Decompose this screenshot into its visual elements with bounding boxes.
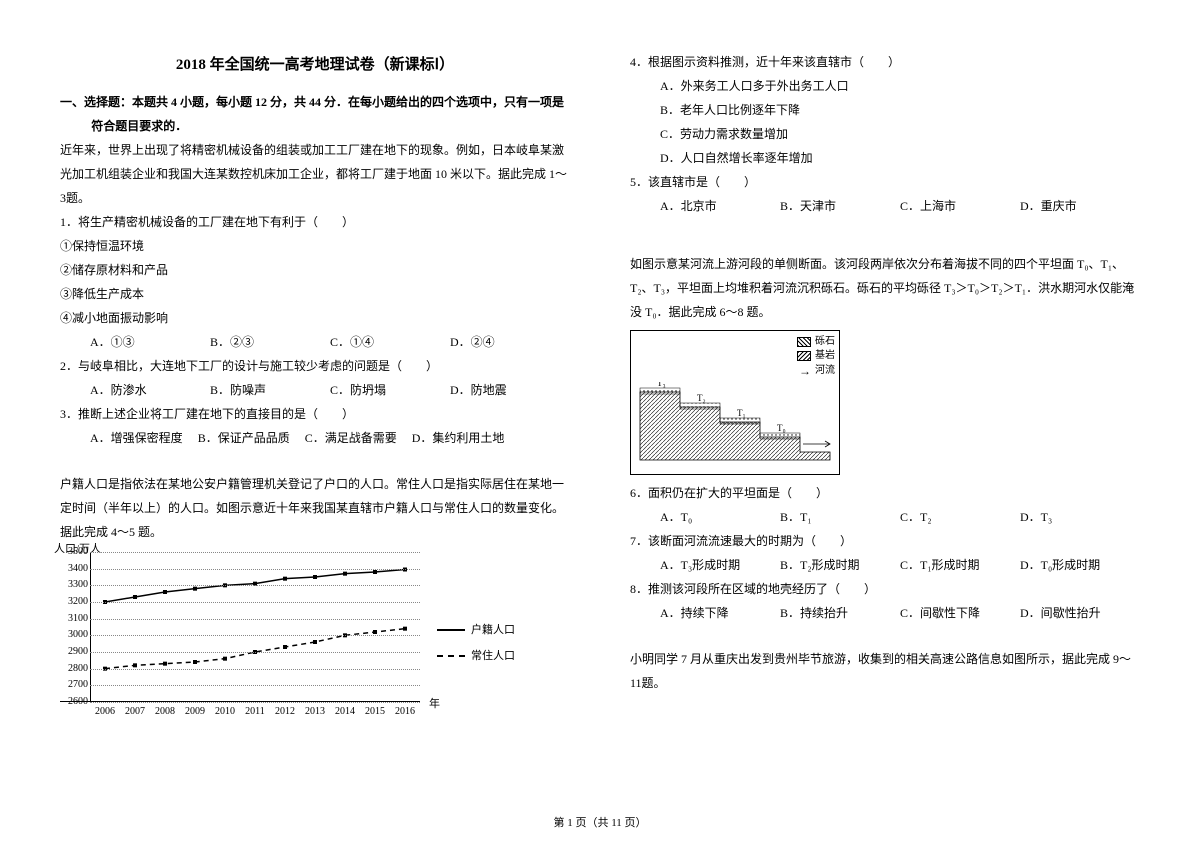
intro-2: 户籍人口是指依法在某地公安户籍管理机关登记了户口的人口。常住人口是指实际居住在某… <box>60 472 570 544</box>
q4-opt-a: A．外来务工人口多于外出务工人口 <box>630 74 1140 98</box>
legend-solid: 户籍人口 <box>471 619 515 641</box>
q8-opt-c: C．间歇性下降 <box>900 601 1020 625</box>
q6-opt-a: A．T₀ <box>660 505 780 529</box>
q8-opt-d: D．间歇性抬升 <box>1020 601 1140 625</box>
legend-bedrock: 基岩 <box>815 349 835 363</box>
q7-opt-b: B．T₂形成时期 <box>780 553 900 577</box>
svg-text:T₃: T₃ <box>657 382 666 388</box>
q5-opt-a: A．北京市 <box>660 194 780 218</box>
page-footer: 第 1 页（共 11 页） <box>0 814 1200 830</box>
population-chart: 人口/万人 年 户籍人口 常住人口 2600270028002900300031… <box>60 552 440 722</box>
q8-text: 8．推测该河段所在区域的地壳经历了（ ） <box>630 577 1140 601</box>
q1-c1: ①保持恒温环境 <box>60 234 570 258</box>
legend-dash: 常住人口 <box>471 645 515 667</box>
q2-options: A．防渗水 B．防噪声 C．防坍塌 D．防地震 <box>60 378 570 402</box>
q1-options: A．①③ B．②③ C．①④ D．②④ <box>60 330 570 354</box>
q4-opt-c: C．劳动力需求数量增加 <box>630 122 1140 146</box>
q5-opt-d: D．重庆市 <box>1020 194 1140 218</box>
q6-opt-b: B．T₁ <box>780 505 900 529</box>
chart-lines <box>90 552 420 702</box>
svg-text:T₀: T₀ <box>777 423 786 433</box>
q1-opt-a: A．①③ <box>90 330 210 354</box>
q7-opt-c: C．T₁形成时期 <box>900 553 1020 577</box>
q1-opt-c: C．①④ <box>330 330 450 354</box>
q3-opt-a: A．增强保密程度 <box>90 431 183 445</box>
q4-opt-b: B．老年人口比例逐年下降 <box>630 98 1140 122</box>
q3-opt-c: C．满足战备需要 <box>305 431 397 445</box>
q1-opt-d: D．②④ <box>450 330 570 354</box>
chart-x-unit: 年 <box>429 693 440 715</box>
q7-options: A．T₃形成时期 B．T₂形成时期 C．T₁形成时期 D．T₀形成时期 <box>630 553 1140 577</box>
q1-opt-b: B．②③ <box>210 330 330 354</box>
exam-title: 2018 年全国统一高考地理试卷（新课标Ⅰ） <box>60 50 570 80</box>
q3-opt-b: B．保证产品品质 <box>198 431 290 445</box>
q6-text: 6．面积仍在扩大的平坦面是（ ） <box>630 481 1140 505</box>
intro-4: 小明同学 7 月从重庆出发到贵州毕节旅游，收集到的相关高速公路信息如图所示，据此… <box>630 647 1140 695</box>
q1-c4: ④减小地面振动影响 <box>60 306 570 330</box>
terrace-diagram: 砾石 基岩 →河流 T <box>630 330 840 475</box>
q4-opt-d: D．人口自然增长率逐年增加 <box>630 146 1140 170</box>
q2-opt-d: D．防地震 <box>450 378 570 402</box>
q8-options: A．持续下降 B．持续抬升 C．间歇性下降 D．间歇性抬升 <box>630 601 1140 625</box>
chart-x-ticks: 2006200720082009201020112012201320142015… <box>60 702 420 722</box>
left-column: 2018 年全国统一高考地理试卷（新课标Ⅰ） 一、选择题：本题共 4 小题，每小… <box>60 50 570 722</box>
q1-c2: ②储存原材料和产品 <box>60 258 570 282</box>
q6-options: A．T₀ B．T₁ C．T₂ D．T₃ <box>630 505 1140 529</box>
q6-opt-d: D．T₃ <box>1020 505 1140 529</box>
legend-gravel: 砾石 <box>815 335 835 349</box>
q4-text: 4．根据图示资料推测，近十年来该直辖市（ ） <box>630 50 1140 74</box>
terrace-svg: T₃ T₂ T₁ T₀ <box>635 382 835 462</box>
page: 2018 年全国统一高考地理试卷（新课标Ⅰ） 一、选择题：本题共 4 小题，每小… <box>0 0 1200 752</box>
intro-1: 近年来，世界上出现了将精密机械设备的组装或加工工厂建在地下的现象。例如，日本岐阜… <box>60 138 570 210</box>
q8-opt-b: B．持续抬升 <box>780 601 900 625</box>
intro-3: 如图示意某河流上游河段的单侧断面。该河段两岸依次分布着海拔不同的四个平坦面 T₀… <box>630 252 1140 324</box>
legend-flow: 河流 <box>815 364 835 378</box>
q6-opt-c: C．T₂ <box>900 505 1020 529</box>
right-column: 4．根据图示资料推测，近十年来该直辖市（ ） A．外来务工人口多于外出务工人口 … <box>630 50 1140 722</box>
svg-text:T₂: T₂ <box>697 393 706 403</box>
q5-opt-b: B．天津市 <box>780 194 900 218</box>
q1-c3: ③降低生产成本 <box>60 282 570 306</box>
q5-opt-c: C．上海市 <box>900 194 1020 218</box>
q2-text: 2．与岐阜相比，大连地下工厂的设计与施工较少考虑的问题是（ ） <box>60 354 570 378</box>
chart-legend: 户籍人口 常住人口 <box>437 619 515 671</box>
svg-text:T₁: T₁ <box>737 408 746 418</box>
q3-opt-d: D．集约利用土地 <box>412 431 505 445</box>
q1-text: 1．将生产精密机械设备的工厂建在地下有利于（ ） <box>60 210 570 234</box>
q7-opt-a: A．T₃形成时期 <box>660 553 780 577</box>
q2-opt-b: B．防噪声 <box>210 378 330 402</box>
q8-opt-a: A．持续下降 <box>660 601 780 625</box>
q3-text: 3．推断上述企业将工厂建在地下的直接目的是（ ） <box>60 402 570 426</box>
q2-opt-c: C．防坍塌 <box>330 378 450 402</box>
q7-opt-d: D．T₀形成时期 <box>1020 553 1140 577</box>
q7-text: 7．该断面河流流速最大的时期为（ ） <box>630 529 1140 553</box>
q3-options: A．增强保密程度 B．保证产品品质 C．满足战备需要 D．集约利用土地 <box>60 426 570 450</box>
q5-options: A．北京市 B．天津市 C．上海市 D．重庆市 <box>630 194 1140 218</box>
section-1-heading: 一、选择题：本题共 4 小题，每小题 12 分，共 44 分．在每小题给出的四个… <box>60 90 570 138</box>
q5-text: 5．该直辖市是（ ） <box>630 170 1140 194</box>
q2-opt-a: A．防渗水 <box>90 378 210 402</box>
